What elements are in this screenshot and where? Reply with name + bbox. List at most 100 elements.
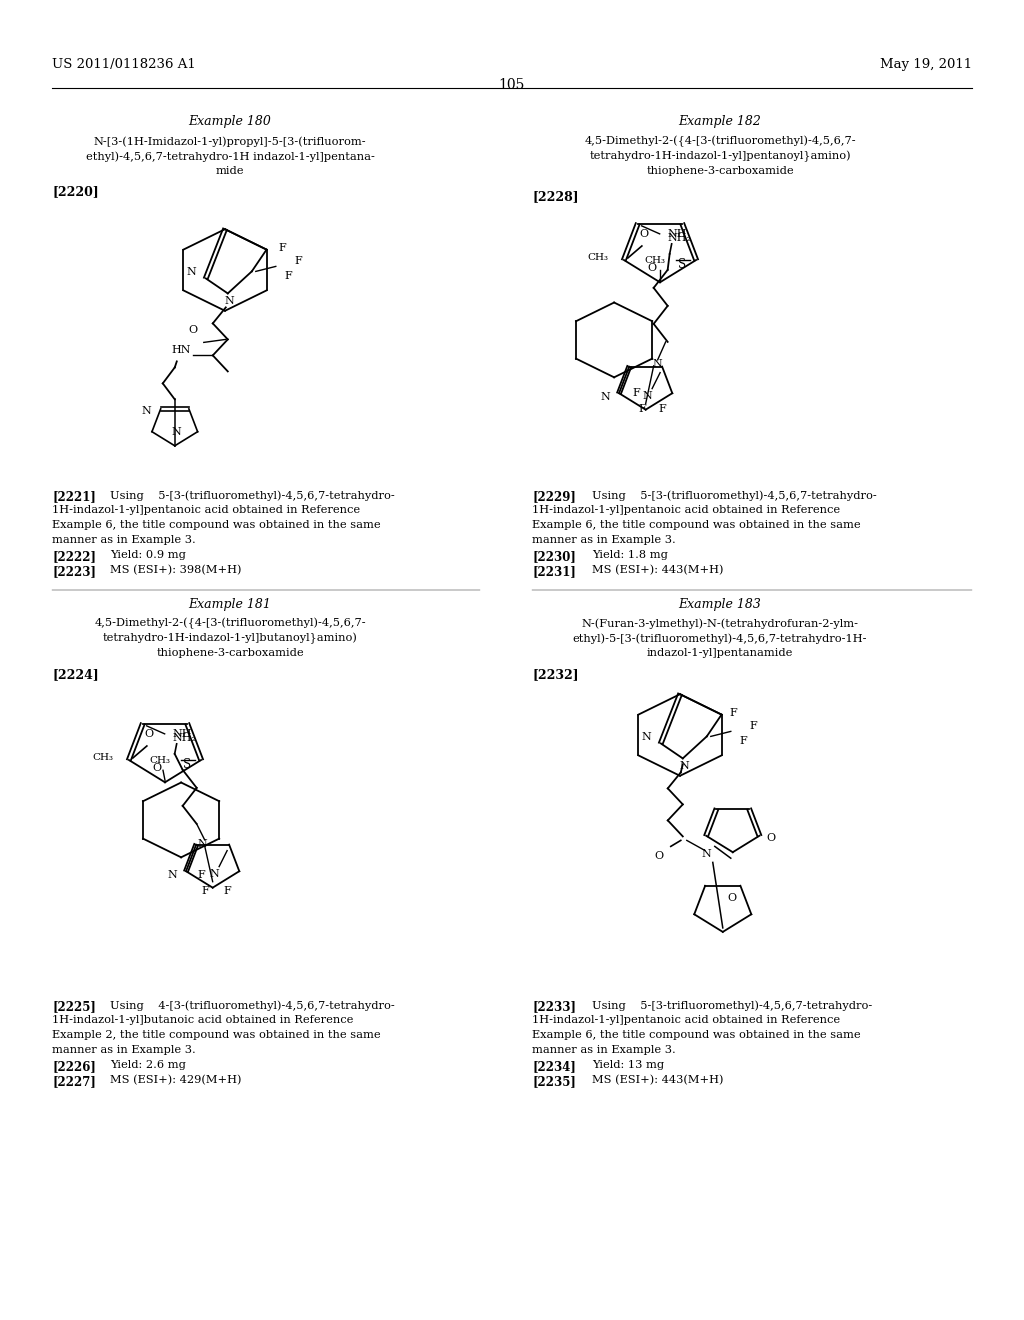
Text: [2229]: [2229] xyxy=(532,490,575,503)
Text: F: F xyxy=(729,709,736,718)
Text: [2221]: [2221] xyxy=(52,490,96,503)
Text: indazol-1-yl]pentanamide: indazol-1-yl]pentanamide xyxy=(647,648,794,657)
Text: 105: 105 xyxy=(499,78,525,92)
Text: N-(Furan-3-ylmethyl)-N-(tetrahydrofuran-2-ylm-: N-(Furan-3-ylmethyl)-N-(tetrahydrofuran-… xyxy=(582,618,858,628)
Text: MS (ESI+): 398(M+H): MS (ESI+): 398(M+H) xyxy=(110,565,242,576)
Text: O: O xyxy=(153,763,161,774)
Text: Using    4-[3-(trifluoromethyl)-4,5,6,7-tetrahydro-: Using 4-[3-(trifluoromethyl)-4,5,6,7-tet… xyxy=(110,1001,394,1011)
Text: F: F xyxy=(202,886,209,895)
Text: manner as in Example 3.: manner as in Example 3. xyxy=(52,1045,196,1055)
Text: [2233]: [2233] xyxy=(532,1001,575,1012)
Text: tetrahydro-1H-indazol-1-yl]pentanoyl}amino): tetrahydro-1H-indazol-1-yl]pentanoyl}ami… xyxy=(589,150,851,162)
Text: US 2011/0118236 A1: US 2011/0118236 A1 xyxy=(52,58,196,71)
Text: F: F xyxy=(739,737,746,746)
Text: [2226]: [2226] xyxy=(52,1060,96,1073)
Text: HN: HN xyxy=(171,346,190,355)
Text: [2228]: [2228] xyxy=(532,190,579,203)
Text: Example 181: Example 181 xyxy=(188,598,271,611)
Text: S: S xyxy=(183,759,191,771)
Text: F: F xyxy=(749,722,757,731)
Text: 4,5-Dimethyl-2-({4-[3-(trifluoromethyl)-4,5,6,7-: 4,5-Dimethyl-2-({4-[3-(trifluoromethyl)-… xyxy=(584,136,856,148)
Text: [2230]: [2230] xyxy=(532,550,575,564)
Text: MS (ESI+): 429(M+H): MS (ESI+): 429(M+H) xyxy=(110,1074,242,1085)
Text: NH: NH xyxy=(173,729,193,739)
Text: Example 2, the title compound was obtained in the same: Example 2, the title compound was obtain… xyxy=(52,1030,381,1040)
Text: N: N xyxy=(600,392,610,403)
Text: Example 182: Example 182 xyxy=(679,115,762,128)
Text: N: N xyxy=(141,405,152,416)
Text: manner as in Example 3.: manner as in Example 3. xyxy=(52,535,196,545)
Text: 1H-indazol-1-yl]butanoic acid obtained in Reference: 1H-indazol-1-yl]butanoic acid obtained i… xyxy=(52,1015,353,1026)
Text: MS (ESI+): 443(M+H): MS (ESI+): 443(M+H) xyxy=(592,565,724,576)
Text: 1H-indazol-1-yl]pentanoic acid obtained in Reference: 1H-indazol-1-yl]pentanoic acid obtained … xyxy=(532,1015,840,1026)
Text: [2220]: [2220] xyxy=(52,185,98,198)
Text: ethyl)-5-[3-(trifluoromethyl)-4,5,6,7-tetrahydro-1H-: ethyl)-5-[3-(trifluoromethyl)-4,5,6,7-te… xyxy=(572,634,867,644)
Text: N: N xyxy=(643,391,652,401)
Text: Example 6, the title compound was obtained in the same: Example 6, the title compound was obtain… xyxy=(532,1030,860,1040)
Text: O: O xyxy=(639,228,648,239)
Text: F: F xyxy=(632,388,640,397)
Text: F: F xyxy=(638,404,646,413)
Text: Yield: 13 mg: Yield: 13 mg xyxy=(592,1060,665,1071)
Text: F: F xyxy=(284,272,292,281)
Text: F: F xyxy=(223,886,231,895)
Text: [2224]: [2224] xyxy=(52,668,98,681)
Text: F: F xyxy=(658,404,666,413)
Text: manner as in Example 3.: manner as in Example 3. xyxy=(532,535,676,545)
Text: MS (ESI+): 443(M+H): MS (ESI+): 443(M+H) xyxy=(592,1074,724,1085)
Text: Example 180: Example 180 xyxy=(188,115,271,128)
Text: O: O xyxy=(654,851,664,862)
Text: N: N xyxy=(225,297,234,306)
Text: N: N xyxy=(167,870,177,880)
Text: F: F xyxy=(278,243,286,253)
Text: Using    5-[3-(trifluoromethyl)-4,5,6,7-tetrahydro-: Using 5-[3-(trifluoromethyl)-4,5,6,7-tet… xyxy=(110,490,394,500)
Text: Yield: 2.6 mg: Yield: 2.6 mg xyxy=(110,1060,186,1071)
Text: ethyl)-4,5,6,7-tetrahydro-1H indazol-1-yl]pentana-: ethyl)-4,5,6,7-tetrahydro-1H indazol-1-y… xyxy=(86,150,375,161)
Text: [2235]: [2235] xyxy=(532,1074,575,1088)
Text: CH₃: CH₃ xyxy=(150,756,171,764)
Text: F: F xyxy=(294,256,302,267)
Text: NH: NH xyxy=(668,228,687,239)
Text: N: N xyxy=(701,849,712,859)
Text: thiophene-3-carboxamide: thiophene-3-carboxamide xyxy=(646,166,794,176)
Text: Example 183: Example 183 xyxy=(679,598,762,611)
Text: tetrahydro-1H-indazol-1-yl]butanoyl}amino): tetrahydro-1H-indazol-1-yl]butanoyl}amin… xyxy=(102,634,357,644)
Text: [2234]: [2234] xyxy=(532,1060,575,1073)
Text: O: O xyxy=(144,729,154,739)
Text: NH₂: NH₂ xyxy=(668,234,692,243)
Text: N: N xyxy=(198,840,208,849)
Text: [2232]: [2232] xyxy=(532,668,579,681)
Text: CH₃: CH₃ xyxy=(92,754,114,763)
Text: Example 6, the title compound was obtained in the same: Example 6, the title compound was obtain… xyxy=(52,520,381,531)
Text: O: O xyxy=(188,326,198,335)
Text: N: N xyxy=(172,426,181,437)
Text: N: N xyxy=(680,762,689,771)
Text: Yield: 1.8 mg: Yield: 1.8 mg xyxy=(592,550,668,560)
Text: N: N xyxy=(642,733,651,742)
Text: thiophene-3-carboxamide: thiophene-3-carboxamide xyxy=(157,648,304,657)
Text: mide: mide xyxy=(216,166,245,176)
Text: 1H-indazol-1-yl]pentanoic acid obtained in Reference: 1H-indazol-1-yl]pentanoic acid obtained … xyxy=(532,506,840,515)
Text: N: N xyxy=(210,869,219,879)
Text: Example 6, the title compound was obtained in the same: Example 6, the title compound was obtain… xyxy=(532,520,860,531)
Text: O: O xyxy=(767,833,776,842)
Text: [2231]: [2231] xyxy=(532,565,575,578)
Text: manner as in Example 3.: manner as in Example 3. xyxy=(532,1045,676,1055)
Text: Yield: 0.9 mg: Yield: 0.9 mg xyxy=(110,550,186,560)
Text: O: O xyxy=(647,263,656,273)
Text: CH₃: CH₃ xyxy=(644,256,666,265)
Text: 4,5-Dimethyl-2-({4-[3-(trifluoromethyl)-4,5,6,7-: 4,5-Dimethyl-2-({4-[3-(trifluoromethyl)-… xyxy=(94,618,366,630)
Text: Using    5-[3-trifluoromethyl)-4,5,6,7-tetrahydro-: Using 5-[3-trifluoromethyl)-4,5,6,7-tetr… xyxy=(592,1001,872,1011)
Text: F: F xyxy=(198,870,205,879)
Text: [2227]: [2227] xyxy=(52,1074,96,1088)
Text: O: O xyxy=(728,892,737,903)
Text: N: N xyxy=(187,268,197,277)
Text: N-[3-(1H-Imidazol-1-yl)propyl]-5-[3-(trifluorom-: N-[3-(1H-Imidazol-1-yl)propyl]-5-[3-(tri… xyxy=(93,136,367,147)
Text: S: S xyxy=(678,259,686,272)
Text: CH₃: CH₃ xyxy=(588,253,608,263)
Text: 1H-indazol-1-yl]pentanoic acid obtained in Reference: 1H-indazol-1-yl]pentanoic acid obtained … xyxy=(52,506,360,515)
Text: NH₂: NH₂ xyxy=(173,733,197,743)
Text: Using    5-[3-(trifluoromethyl)-4,5,6,7-tetrahydro-: Using 5-[3-(trifluoromethyl)-4,5,6,7-tet… xyxy=(592,490,877,500)
Text: [2222]: [2222] xyxy=(52,550,96,564)
Text: N: N xyxy=(652,359,663,368)
